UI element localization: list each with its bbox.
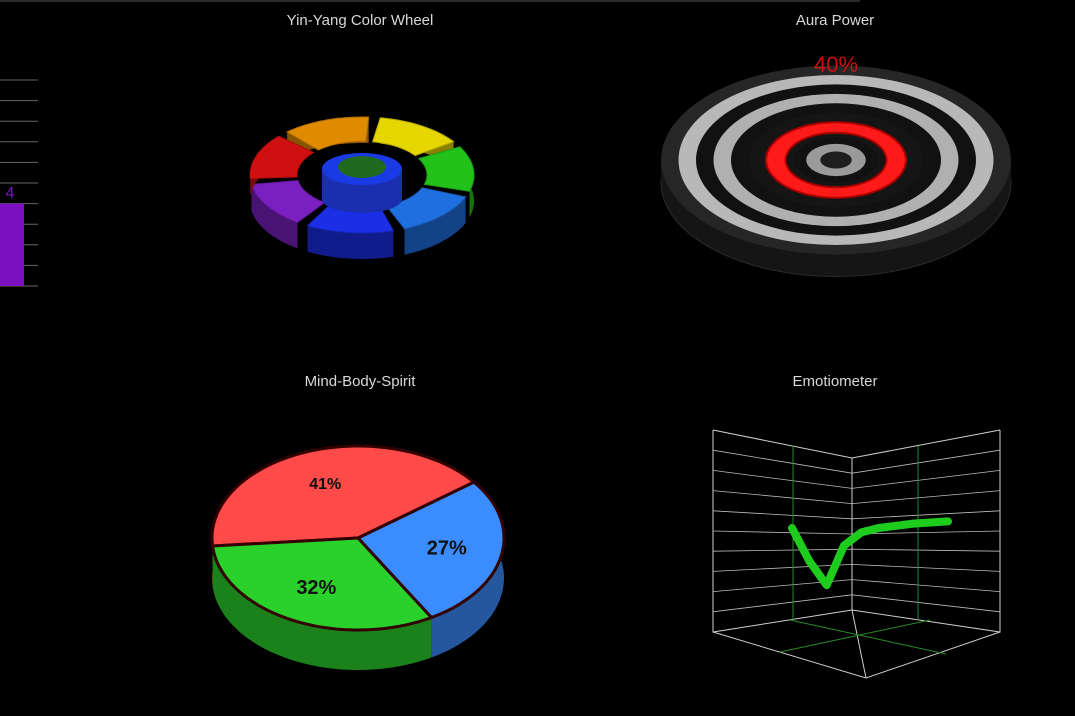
donut-side (251, 184, 298, 249)
line-series (788, 517, 952, 590)
donut-segment (250, 179, 326, 223)
data-label: 40% (814, 52, 858, 77)
grid-line (851, 594, 1001, 613)
chart-title: Aura Power (796, 12, 874, 29)
chart-title: Emotiometer (792, 373, 877, 390)
donut-segment (371, 117, 455, 157)
grid-line (712, 564, 853, 572)
grid-line (851, 490, 1001, 504)
pie-side (212, 546, 432, 670)
grid-line (712, 490, 853, 504)
data-label: 32% (296, 577, 336, 599)
donut-segment (249, 135, 315, 180)
gauge-value-ring (765, 121, 907, 199)
emotiometer-grid (712, 446, 1001, 655)
donut-side (404, 197, 466, 255)
pie-slice (210, 444, 477, 548)
grid-line (851, 449, 1001, 474)
grid-line (851, 548, 1001, 552)
grid-line (851, 510, 1001, 520)
grid-line (851, 579, 1001, 592)
data-label: 4 (6, 185, 15, 202)
hub-bottom (322, 185, 402, 213)
donut-segment (286, 116, 370, 151)
grid-line (712, 548, 853, 552)
grid-line (851, 470, 1001, 489)
chart-title: Yin-Yang Color Wheel (287, 12, 434, 29)
grid-line (779, 619, 931, 653)
grid-line (851, 564, 1001, 572)
pie-slice (210, 536, 435, 632)
data-label: 41% (309, 476, 341, 493)
donut-segment (417, 146, 475, 192)
grid-line (789, 619, 947, 655)
chart-title: Mind-Body-Spirit (305, 373, 417, 390)
grid-line (712, 530, 853, 535)
grid-line (712, 449, 853, 474)
grid-line (851, 530, 1001, 535)
bar (0, 203, 24, 286)
donut-side (307, 225, 394, 259)
hub-center (338, 156, 386, 178)
grid-line (712, 510, 853, 520)
grid-line (712, 470, 853, 489)
grid-line (712, 594, 853, 613)
gauge-ring (820, 151, 852, 169)
emotiometer-box (712, 429, 1001, 679)
pie-slice (355, 480, 506, 620)
data-label: 27% (427, 537, 467, 559)
